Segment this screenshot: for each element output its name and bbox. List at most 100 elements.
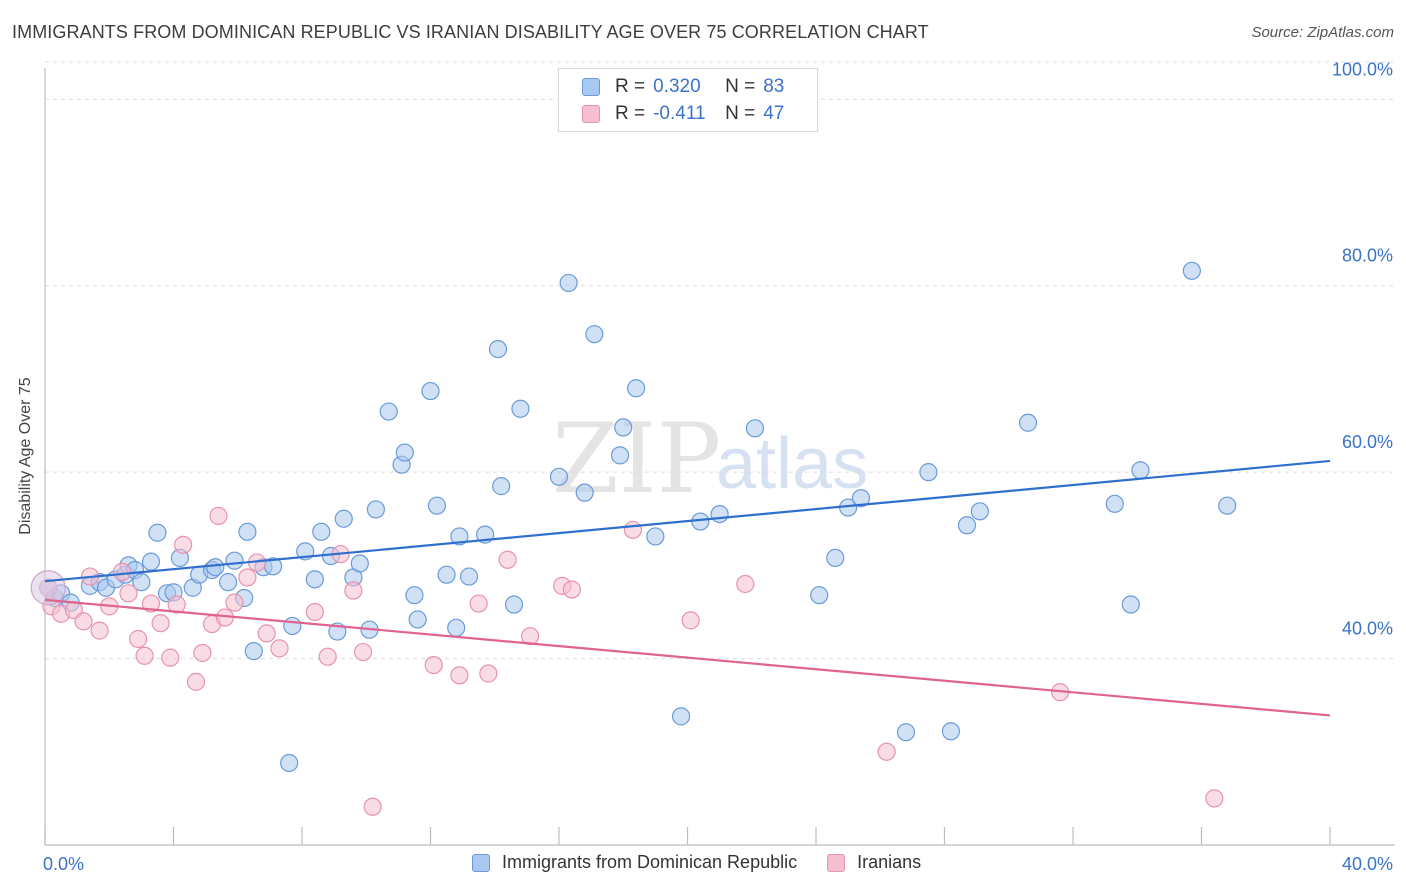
iranian-point (450, 666, 469, 685)
watermark-zip: ZIP (552, 403, 721, 515)
dominican-point (1105, 494, 1124, 513)
trend-lines (44, 459, 1331, 717)
iranian-point (498, 550, 517, 569)
legend-r-value: 0.320 (653, 76, 701, 97)
dominican-point (559, 273, 578, 293)
iranian-point (257, 624, 276, 643)
legend-n-label: N = (725, 76, 756, 97)
series-iranian-points (30, 506, 1224, 816)
y-tick-label: 80.0% (1342, 246, 1393, 266)
dominican-point (957, 516, 977, 535)
dominican-point (671, 707, 691, 726)
dominican-point (511, 399, 530, 418)
iranian-point (151, 614, 170, 633)
correlation-legend: R = 0.320 N = 83 R = -0.411 N = 47 (558, 68, 818, 132)
series-legend-iranian[interactable]: Iranians (827, 852, 921, 873)
iranian-point (161, 648, 180, 667)
series-label-dominican: Immigrants from Dominican Republic (502, 852, 798, 872)
legend-row-iranian: R = -0.411 N = 47 (582, 102, 784, 126)
y-tick-label: 60.0% (1342, 432, 1393, 452)
iranian-point (736, 574, 755, 594)
dominican-point (710, 504, 729, 524)
chart-title: IMMIGRANTS FROM DOMINICAN REPUBLIC VS IR… (12, 22, 929, 42)
dominican-point (395, 443, 414, 462)
dominican-point (575, 483, 594, 502)
series-swatch-blue (472, 853, 490, 872)
dominican-point (851, 489, 871, 508)
series-legend: Immigrants from Dominican Republic Irani… (472, 852, 951, 873)
iranian-point (135, 646, 154, 665)
dominican-point (225, 551, 244, 570)
dominican-point (745, 419, 765, 438)
dominican-point (141, 552, 161, 571)
iranian-point (363, 797, 382, 816)
iranian-point (344, 581, 363, 600)
y-tick-label: 40.0% (1342, 619, 1393, 639)
dominican-point (1131, 461, 1150, 480)
dominican-point (305, 570, 324, 589)
x-tick-label: 0.0% (43, 854, 84, 874)
iranian-point (119, 584, 138, 603)
dominican-point (1018, 413, 1038, 432)
dominican-point (421, 381, 440, 401)
dominican-point (408, 610, 427, 629)
source-credit: Source: ZipAtlas.com (1251, 24, 1394, 41)
dominican-point (366, 500, 385, 519)
dominican-point (280, 753, 299, 773)
iranian-point (186, 672, 206, 691)
legend-r-label: R = (615, 76, 646, 97)
dominican-point (646, 527, 665, 546)
legend-n-value: 83 (763, 76, 785, 97)
legend-r-label: R = (615, 103, 646, 124)
x-tick-label: 40.0% (1342, 854, 1393, 874)
iranian-point (1205, 789, 1224, 808)
legend-swatch-blue (582, 78, 600, 96)
watermark-atlas: atlas (716, 424, 868, 504)
axes (44, 68, 1395, 846)
dominican-point (244, 642, 263, 661)
dominican-point (614, 418, 633, 437)
y-tick-label: 100.0% (1332, 59, 1393, 79)
iranian-point (424, 655, 443, 675)
dominican-point (896, 723, 916, 742)
iranian-point (469, 594, 488, 613)
dominican-point (488, 340, 508, 359)
dominican-point (970, 502, 989, 521)
dominican-point (132, 573, 151, 592)
dominican-point (283, 616, 302, 636)
tick-labels: 40.0% 60.0% 80.0% 100.0% 0.0% 40.0% (43, 59, 1393, 874)
dominican-point (427, 496, 447, 515)
iranian-point (90, 621, 109, 640)
dominican-point (1218, 496, 1237, 515)
dominican-point (492, 477, 511, 496)
dominican-point (504, 595, 524, 614)
dominican-point (826, 548, 845, 568)
iranian-point (562, 580, 581, 599)
dominican-point (437, 565, 456, 584)
series-swatch-pink (827, 853, 846, 872)
dominican-point (1121, 595, 1140, 614)
iranian-point (479, 664, 498, 683)
iranian-point (623, 520, 642, 540)
iranian-point (520, 627, 540, 646)
dominican-point (585, 325, 604, 344)
iranian-point (270, 639, 289, 658)
iranian-point (353, 642, 373, 662)
iranian-trend-line (44, 598, 1331, 717)
iranian-point (209, 506, 228, 526)
series-legend-dominican[interactable]: Immigrants from Dominican Republic (472, 852, 797, 873)
iranian-point (74, 612, 93, 631)
dominican-point (238, 522, 257, 541)
series-label-iranian: Iranians (857, 852, 922, 872)
iranian-point (193, 643, 212, 663)
iranian-point (238, 568, 257, 587)
iranian-point (877, 742, 896, 761)
dominican-point (810, 586, 829, 605)
dominican-point (919, 463, 938, 482)
iranian-point (174, 535, 193, 554)
dominican-point (312, 522, 331, 541)
iranian-point (318, 647, 337, 666)
legend-swatch-pink (582, 105, 600, 123)
dominican-point (450, 527, 469, 546)
